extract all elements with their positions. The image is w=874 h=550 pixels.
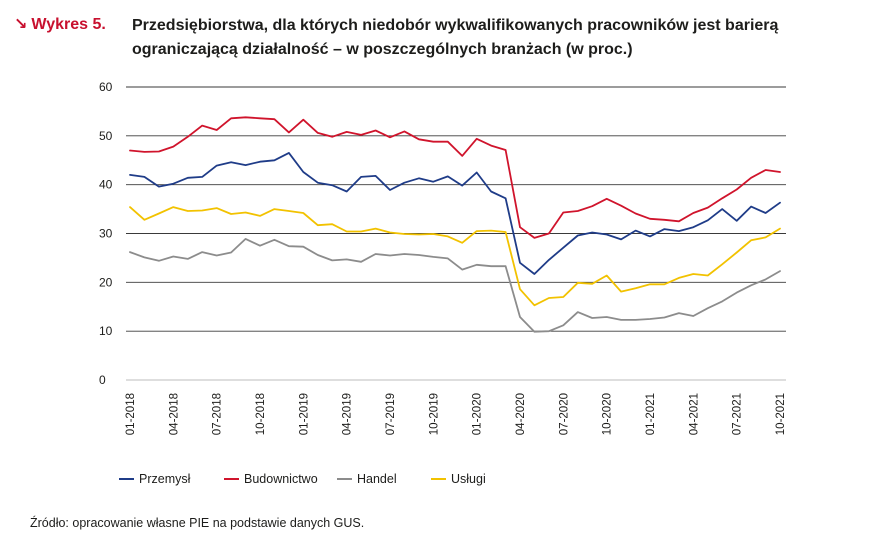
figure-number: Wykres 5. <box>31 16 106 33</box>
x-tick-label: 04-2019 <box>342 393 354 435</box>
arrow-down-right-icon: ↘ <box>14 16 28 33</box>
x-tick-label: 10-2021 <box>775 393 787 435</box>
y-tick-label: 40 <box>99 178 113 192</box>
x-tick-label: 04-2018 <box>168 393 180 435</box>
x-tick-label: 01-2019 <box>298 393 310 435</box>
y-tick-label: 30 <box>99 227 113 241</box>
series-line-1 <box>129 151 781 275</box>
y-tick-label: 10 <box>99 324 113 338</box>
x-tick-label: 07-2020 <box>558 393 570 435</box>
x-tick-label: 01-2021 <box>645 393 657 435</box>
legend-label: Usługi <box>451 472 486 486</box>
x-tick-label: 07-2018 <box>212 393 224 435</box>
x-tick-label: 04-2020 <box>515 393 527 435</box>
x-tick-label: 07-2021 <box>732 393 744 435</box>
x-tick-label: 10-2020 <box>602 393 614 435</box>
x-tick-label: 10-2019 <box>428 393 440 435</box>
x-tick-label: 10-2018 <box>255 393 267 435</box>
source-note: Źródło: opracowanie własne PIE na podsta… <box>30 516 365 530</box>
legend-label: Przemysł <box>139 472 191 486</box>
x-tick-label: 07-2019 <box>385 393 397 435</box>
series-line-4 <box>129 206 781 307</box>
legend-label: Handel <box>357 472 397 486</box>
y-tick-label: 0 <box>99 373 106 387</box>
x-tick-label: 01-2020 <box>472 393 484 435</box>
series-line-3 <box>129 237 781 333</box>
y-tick-label: 50 <box>99 129 113 143</box>
y-tick-label: 60 <box>99 80 113 94</box>
chart-title: Przedsiębiorstwa, dla których niedobór w… <box>132 17 779 58</box>
x-tick-label: 04-2021 <box>688 393 700 435</box>
figure-label: ↘ Wykres 5. <box>14 14 106 34</box>
x-tick-label: 01-2018 <box>125 393 137 435</box>
y-tick-label: 20 <box>99 275 113 289</box>
series-line-2 <box>129 116 781 239</box>
line-chart: 0 10 20 30 40 50 60 01-2018 04-2018 07-2018 10-201… <box>99 80 787 486</box>
legend-label: Budownictwo <box>244 472 318 486</box>
